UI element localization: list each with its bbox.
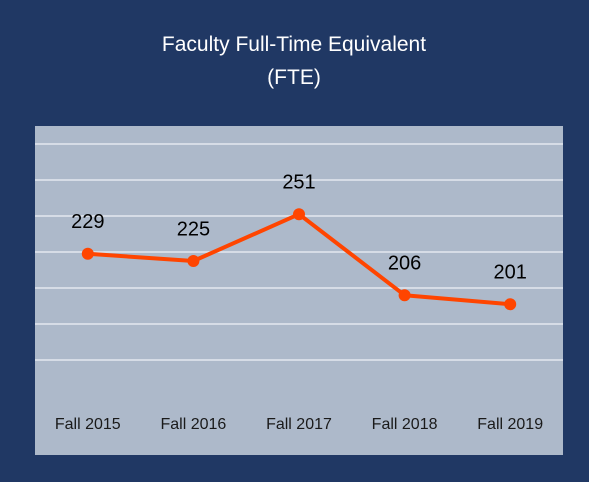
- point: [504, 298, 517, 311]
- point: [398, 289, 411, 302]
- x-tick-label: Fall 2016: [160, 416, 226, 433]
- data-label: 251: [282, 171, 315, 193]
- x-tick-label: Fall 2015: [55, 416, 121, 433]
- data-label: 225: [177, 218, 210, 240]
- chart-title: Faculty Full-Time Equivalent (FTE): [161, 33, 427, 89]
- data-label: 201: [494, 261, 527, 283]
- x-tick-label: Fall 2017: [266, 416, 332, 433]
- point: [81, 247, 94, 260]
- data-label: 229: [71, 211, 104, 233]
- point: [187, 255, 200, 267]
- point: [293, 208, 305, 221]
- data-label: 206: [388, 252, 421, 274]
- x-tick-label: Fall 2018: [372, 416, 438, 433]
- x-tick-label: Fall 2019: [477, 416, 543, 433]
- plot-area: [35, 126, 563, 455]
